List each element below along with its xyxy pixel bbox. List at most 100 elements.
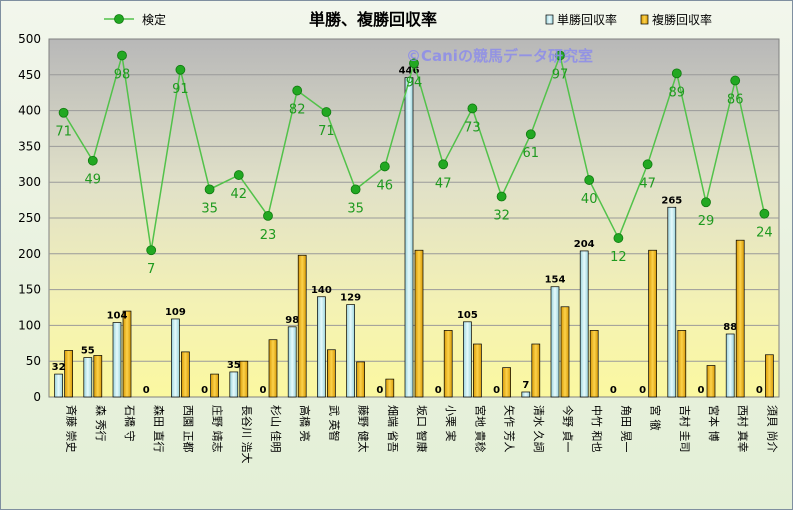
x-tick-label: 高橋 亮 — [298, 405, 312, 442]
legend-swatch-fukusho — [640, 14, 649, 25]
x-tick-label: 吉村 圭司 — [678, 405, 692, 453]
kentei-point — [613, 233, 624, 243]
watermark-text: ©Caniの競馬データ研究室 — [406, 47, 593, 65]
bar-fukusho — [181, 351, 190, 398]
bar-fukusho — [560, 306, 570, 398]
bar-data-label: 55 — [81, 346, 95, 357]
bar-fukusho — [93, 355, 103, 398]
x-tick-label: 小栗 実 — [444, 405, 458, 442]
bar-data-label: 109 — [165, 307, 186, 318]
bar-data-label: 0 — [698, 385, 705, 396]
bar-data-label: 104 — [107, 311, 128, 322]
kentei-point — [350, 184, 361, 195]
x-tick-label: 坂口 智康 — [415, 405, 429, 453]
kentei-data-label: 94 — [406, 75, 423, 90]
bar-fukusho — [735, 239, 745, 398]
bars: 32 55 104 0 109 0 35 0 98 140 129 0 446 0 105 0 7 154 204 0… — [52, 66, 774, 398]
kentei-data-label: 49 — [85, 173, 102, 188]
x-tick-label: 宮本 博 — [707, 405, 721, 442]
bar-tansho — [404, 77, 414, 398]
kentei-data-label: 7 — [147, 262, 155, 277]
bar-fukusho — [443, 330, 453, 398]
bar-data-label: 0 — [260, 385, 267, 396]
bar-data-label: 446 — [399, 66, 420, 77]
bar-data-label: 98 — [285, 315, 299, 326]
x-tick-label: 杉山 佳明 — [269, 405, 283, 453]
y-tick-label: 250 — [18, 211, 41, 225]
kentei-point — [263, 210, 273, 221]
kentei-point — [117, 50, 127, 61]
x-axis: 斉藤 崇史 森 秀行 石橋 守 森田 直行 西園 正都 庄野 靖志 長谷川 浩大 杉山 佳明 高… — [65, 405, 780, 464]
kentei-data-label: 86 — [727, 93, 744, 108]
x-tick-label: 中竹 和也 — [590, 405, 604, 453]
kentei-point — [379, 161, 390, 172]
kentei-data-label: 23 — [260, 228, 277, 243]
legend-line-marker — [114, 14, 124, 24]
bar-tansho — [83, 357, 93, 398]
kentei-data-label: 46 — [377, 178, 394, 193]
bar-tansho — [550, 286, 560, 398]
bar-tansho — [521, 391, 531, 398]
x-tick-label: 森田 直行 — [152, 405, 166, 453]
kentei-data-label: 29 — [698, 214, 715, 229]
x-tick-label: 庄野 靖志 — [211, 405, 225, 453]
chart-title: 単勝、複勝回収率 — [309, 10, 437, 29]
legend-label: 単勝回収率 — [557, 12, 617, 27]
bar-data-label: 0 — [639, 385, 646, 396]
kentei-point — [730, 75, 741, 86]
kentei-data-label: 12 — [610, 250, 627, 265]
x-tick-label: 武 英智 — [327, 405, 341, 442]
bar-fukusho — [356, 361, 365, 398]
kentei-point — [701, 197, 711, 208]
kentei-data-label: 35 — [347, 201, 364, 216]
bar-data-label: 0 — [756, 385, 763, 396]
bar-fukusho — [210, 373, 219, 398]
kentei-point — [146, 245, 157, 256]
kentei-point — [525, 129, 536, 140]
kentei-data-label: 98 — [114, 67, 131, 82]
bar-data-label: 0 — [610, 385, 617, 396]
kentei-data-label: 97 — [552, 67, 569, 82]
kentei-point — [467, 103, 478, 114]
bar-tansho — [171, 318, 180, 398]
bar-fukusho — [64, 350, 73, 398]
kentei-data-label: 40 — [581, 192, 598, 207]
x-tick-label: 畑端 省吾 — [386, 405, 399, 453]
kentei-point — [175, 64, 186, 75]
bar-data-label: 0 — [493, 385, 500, 396]
y-tick-label: 0 — [33, 390, 41, 404]
bar-fukusho — [589, 330, 599, 398]
kentei-point — [87, 155, 98, 166]
y-tick-label: 300 — [18, 175, 41, 189]
kentei-point — [555, 50, 565, 61]
kentei-data-label: 32 — [493, 209, 510, 224]
kentei-data-label: 61 — [523, 146, 540, 161]
bar-tansho — [112, 322, 122, 398]
bar-data-label: 154 — [545, 275, 566, 286]
bar-fukusho — [122, 310, 132, 398]
y-axis: 0 50 100 150 200 250 300 350 400 450 500 — [18, 32, 41, 404]
y-tick-label: 400 — [18, 104, 41, 118]
legend-label: 複勝回収率 — [652, 12, 712, 27]
kentei-data-label: 47 — [435, 176, 452, 191]
bar-data-label: 88 — [723, 322, 737, 333]
x-tick-label: 西園 正都 — [181, 405, 194, 453]
legend-label: 検定 — [142, 12, 166, 27]
bar-fukusho — [531, 343, 541, 398]
y-tick-label: 150 — [18, 283, 41, 297]
bar-data-label: 7 — [522, 380, 529, 391]
kentei-data-label: 71 — [55, 125, 72, 140]
kentei-data-label: 35 — [201, 201, 218, 216]
x-tick-label: 藤野 健太 — [357, 405, 370, 453]
kentei-data-label: 71 — [318, 124, 335, 139]
kentei-point — [292, 85, 303, 96]
bar-fukusho — [765, 354, 774, 398]
x-tick-label: 石橋 守 — [123, 405, 137, 442]
x-tick-label: 西村 真幸 — [736, 405, 750, 453]
bar-data-label: 0 — [143, 385, 150, 396]
bar-tansho — [317, 296, 326, 398]
kentei-point — [409, 58, 419, 69]
bar-data-label: 129 — [340, 293, 361, 304]
kentei-data-label: 42 — [231, 187, 248, 202]
